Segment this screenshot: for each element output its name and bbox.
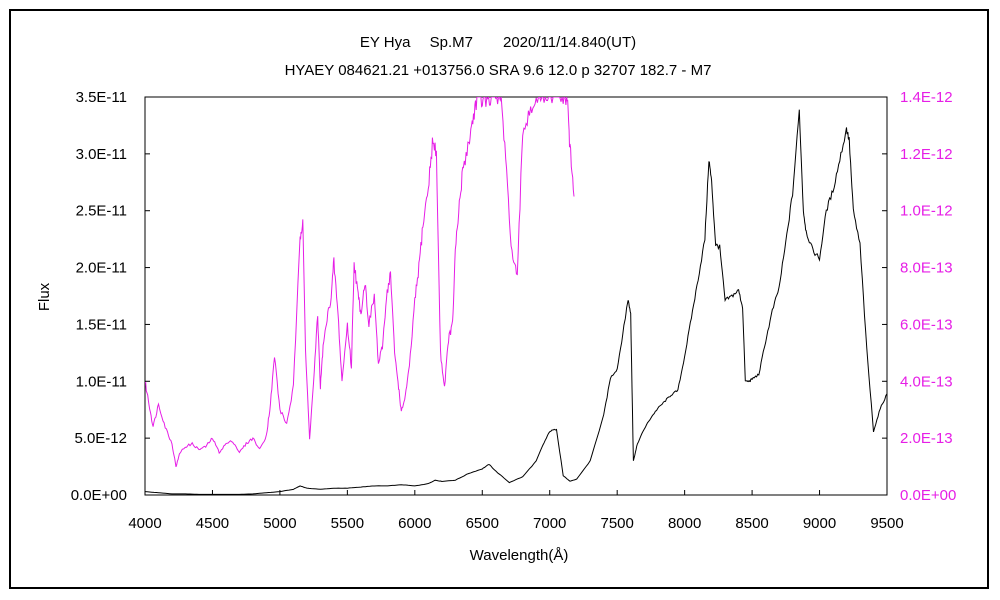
y-axis-label: Flux [36,282,53,311]
y-left-tick-label: 5.0E-12 [74,430,127,447]
chart-subtitle: HYAEY 084621.21 +013756.0 SRA 9.6 12.0 p… [285,62,712,79]
series-line-black [145,109,887,495]
y-right-tick-label: 2.0E-13 [900,430,953,447]
x-tick-label: 4000 [128,515,161,532]
y-right-tick-label: 1.2E-12 [900,146,953,163]
y-left-tick-label: 2.0E-11 [76,260,127,277]
x-tick-label: 5500 [331,515,364,532]
y-left-tick-label: 1.0E-11 [76,373,127,390]
y-right-tick-label: 1.0E-12 [900,203,953,220]
plot-border [144,96,888,496]
y-left-tick-label: 0.0E+00 [71,487,127,504]
series-line-magenta [145,97,575,468]
x-tick-label: 5000 [263,515,296,532]
y-left-tick-label: 2.5E-11 [76,203,127,220]
y-right-tick-label: 4.0E-13 [900,373,953,390]
x-tick-label: 7500 [600,515,633,532]
y-left-tick-label: 3.0E-11 [76,146,127,163]
y-right-tick-label: 0.0E+00 [900,487,956,504]
x-tick-label: 7000 [533,515,566,532]
x-tick-label: 9500 [870,515,903,532]
chart-frame [9,9,989,589]
x-tick-label: 9000 [803,515,836,532]
x-tick-label: 8000 [668,515,701,532]
y-left-tick-label: 3.5E-11 [76,89,127,106]
x-axis-label: Wavelength(Å) [470,547,569,564]
chart-title: EY Hya Sp.M7 2020/11/14.840(UT) [360,34,636,51]
y-right-tick-label: 1.4E-12 [900,89,953,106]
plot-area: 4000 4500 5000 5500 6000 6500 7000 7500 8000 8500… [71,89,957,532]
y-left-tick-label: 1.5E-11 [76,316,127,333]
y-right-tick-label: 6.0E-13 [900,316,953,333]
x-tick-label: 4500 [196,515,229,532]
x-tick-label: 8500 [735,515,768,532]
x-tick-label: 6500 [466,515,499,532]
x-tick-label: 6000 [398,515,431,532]
y-right-tick-label: 8.0E-13 [900,260,953,277]
